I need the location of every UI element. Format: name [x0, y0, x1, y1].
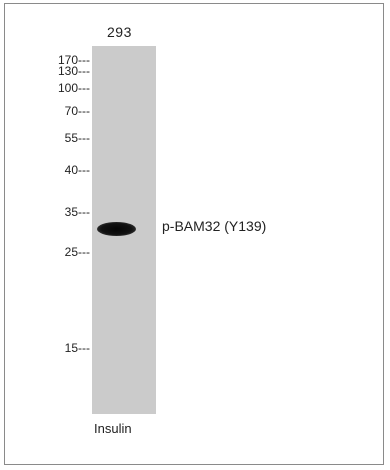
marker-40: 40--- — [64, 163, 90, 177]
marker-35: 35--- — [64, 205, 90, 219]
band-label: p-BAM32 (Y139) — [162, 218, 267, 234]
marker-70: 70--- — [64, 104, 90, 118]
treatment-label: Insulin — [94, 421, 132, 436]
blot-frame — [4, 3, 384, 465]
marker-55: 55--- — [64, 131, 90, 145]
marker-15: 15--- — [64, 341, 90, 355]
lane-label: 293 — [107, 24, 132, 40]
protein-band — [97, 222, 136, 236]
marker-100: 100--- — [57, 81, 90, 95]
marker-130: 130--- — [57, 64, 90, 78]
marker-170: 170--- — [57, 53, 90, 67]
marker-25: 25--- — [64, 245, 90, 259]
